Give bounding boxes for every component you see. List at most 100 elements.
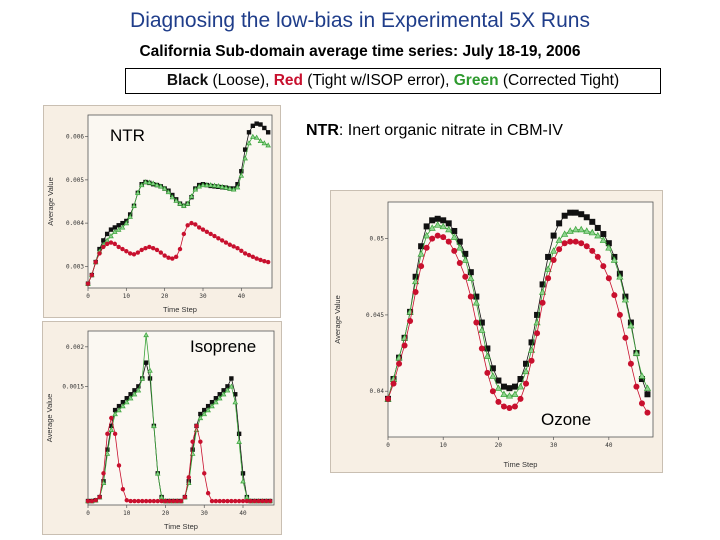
isoprene-red-point	[174, 498, 180, 504]
ozone-chart-title: Ozone	[541, 410, 592, 429]
ntr-green-point	[112, 228, 118, 234]
isoprene-chart-title: Isoprene	[190, 337, 257, 356]
ozone-red-point	[594, 253, 601, 260]
ozone-red-point	[633, 383, 640, 390]
isoprene-x-tick-label: 20	[162, 510, 170, 517]
ozone-black-point	[456, 238, 463, 245]
isoprene-red-point	[256, 498, 261, 504]
legend-red-label: Red	[273, 72, 303, 89]
ozone-red-point	[550, 256, 557, 263]
ntr-red-point	[158, 250, 164, 255]
ozone-red-point	[423, 244, 430, 251]
ozone-green-point	[550, 247, 558, 254]
ozone-red-point	[445, 238, 452, 245]
isoprene-black-point	[132, 388, 137, 393]
ozone-black-point	[583, 214, 590, 221]
isoprene-red-point	[147, 498, 153, 504]
isoprene-red-point	[244, 498, 250, 504]
isoprene-green-point	[147, 367, 153, 373]
ntr-green-point	[265, 142, 271, 148]
ntr-red-point	[97, 251, 102, 256]
isoprene-green-point	[104, 450, 111, 456]
ozone-red-point	[506, 405, 513, 412]
ozone-black-point	[556, 220, 563, 227]
ntr-red-point	[208, 231, 213, 237]
ntr-black-point	[242, 147, 248, 152]
ntr-green-point	[242, 155, 248, 161]
ozone-red-point	[627, 360, 634, 367]
isoprene-red-point	[109, 415, 114, 421]
ntr-black-point	[254, 121, 259, 126]
ozone-green-point	[616, 273, 624, 280]
ozone-black-point	[567, 209, 574, 216]
note-text: : Inert organic nitrate in CBM-IV	[338, 122, 563, 139]
isoprene-red-point	[233, 498, 238, 504]
isoprene-y-tick-label: 0.002	[66, 344, 84, 351]
isoprene-green-point	[197, 415, 204, 421]
legend-black-desc: (Loose),	[208, 72, 274, 89]
isoprene-red-point	[213, 498, 219, 504]
ozone-black-point	[561, 212, 568, 219]
isoprene-red-point	[93, 498, 98, 503]
ntr-red-point	[223, 240, 229, 245]
ntr-green-point	[119, 224, 126, 230]
isoprene-red-point	[167, 498, 172, 504]
ntr-red-point	[108, 240, 114, 245]
ozone-red-point	[401, 342, 408, 349]
ozone-green-point	[439, 222, 447, 230]
ntr-red-point	[139, 247, 144, 253]
ozone-green-point	[494, 384, 503, 391]
ntr-green-point	[131, 202, 137, 208]
ozone-black-point	[434, 215, 441, 222]
isoprene-y-tick-label: 0.0015	[62, 383, 84, 390]
isoprene-green-point	[154, 470, 161, 476]
ntr-green-point	[207, 182, 214, 188]
ozone-red-point	[600, 263, 607, 270]
isoprene-red-point	[221, 498, 226, 504]
ozone-green-point	[599, 236, 607, 243]
ntr-green-point	[154, 182, 160, 188]
ozone-green-point	[511, 390, 519, 398]
ntr-black-point	[239, 169, 244, 174]
ntr-green-point	[123, 220, 130, 226]
isoprene-green-point	[213, 399, 219, 405]
ntr-green-point	[115, 226, 122, 232]
ntr-green-point	[238, 172, 245, 178]
ozone-green-point	[643, 384, 652, 391]
ozone-black-point	[523, 360, 530, 367]
ozone-black-point	[478, 319, 485, 326]
isoprene-black-point	[120, 399, 126, 405]
ozone-black-point	[473, 293, 480, 300]
ozone-green-point	[500, 390, 508, 398]
ozone-green-point	[621, 295, 629, 303]
isoprene-red-point	[143, 498, 149, 504]
isoprene-red-point	[116, 463, 122, 468]
isoprene-black-point	[190, 447, 195, 452]
ntr-chart: 0 10 20 30 40 0.003 0.004 0.005 0.006 Time Step Av…	[43, 105, 281, 318]
ntr-green-point	[219, 183, 225, 189]
ntr-red-point	[150, 246, 156, 251]
ntr-green-point	[177, 200, 183, 206]
ozone-black-point	[517, 376, 524, 383]
ozone-black-point	[600, 231, 607, 238]
ozone-black-point	[500, 383, 507, 390]
ntr-black-point	[104, 231, 110, 237]
ozone-black-point	[412, 273, 419, 280]
isoprene-red-point	[128, 498, 133, 504]
ozone-black-point	[484, 345, 491, 352]
ntr-red-point	[216, 236, 221, 241]
ozone-green-point	[522, 367, 530, 375]
ozone-green-point	[489, 372, 497, 379]
ozone-y-tick-label: 0.045	[366, 312, 384, 319]
ozone-red-point	[567, 238, 574, 245]
isoprene-black-point	[221, 388, 226, 393]
ozone-red-point	[456, 260, 463, 267]
isoprene-red-point	[97, 494, 102, 500]
ntr-red-point	[154, 247, 160, 253]
ozone-red-point	[500, 403, 507, 410]
isoprene-red-point	[252, 498, 257, 504]
ozone-green-point	[594, 231, 602, 239]
isoprene-black-point	[112, 407, 118, 413]
isoprene-red-point	[194, 423, 199, 429]
legend-green-label: Green	[453, 72, 499, 89]
